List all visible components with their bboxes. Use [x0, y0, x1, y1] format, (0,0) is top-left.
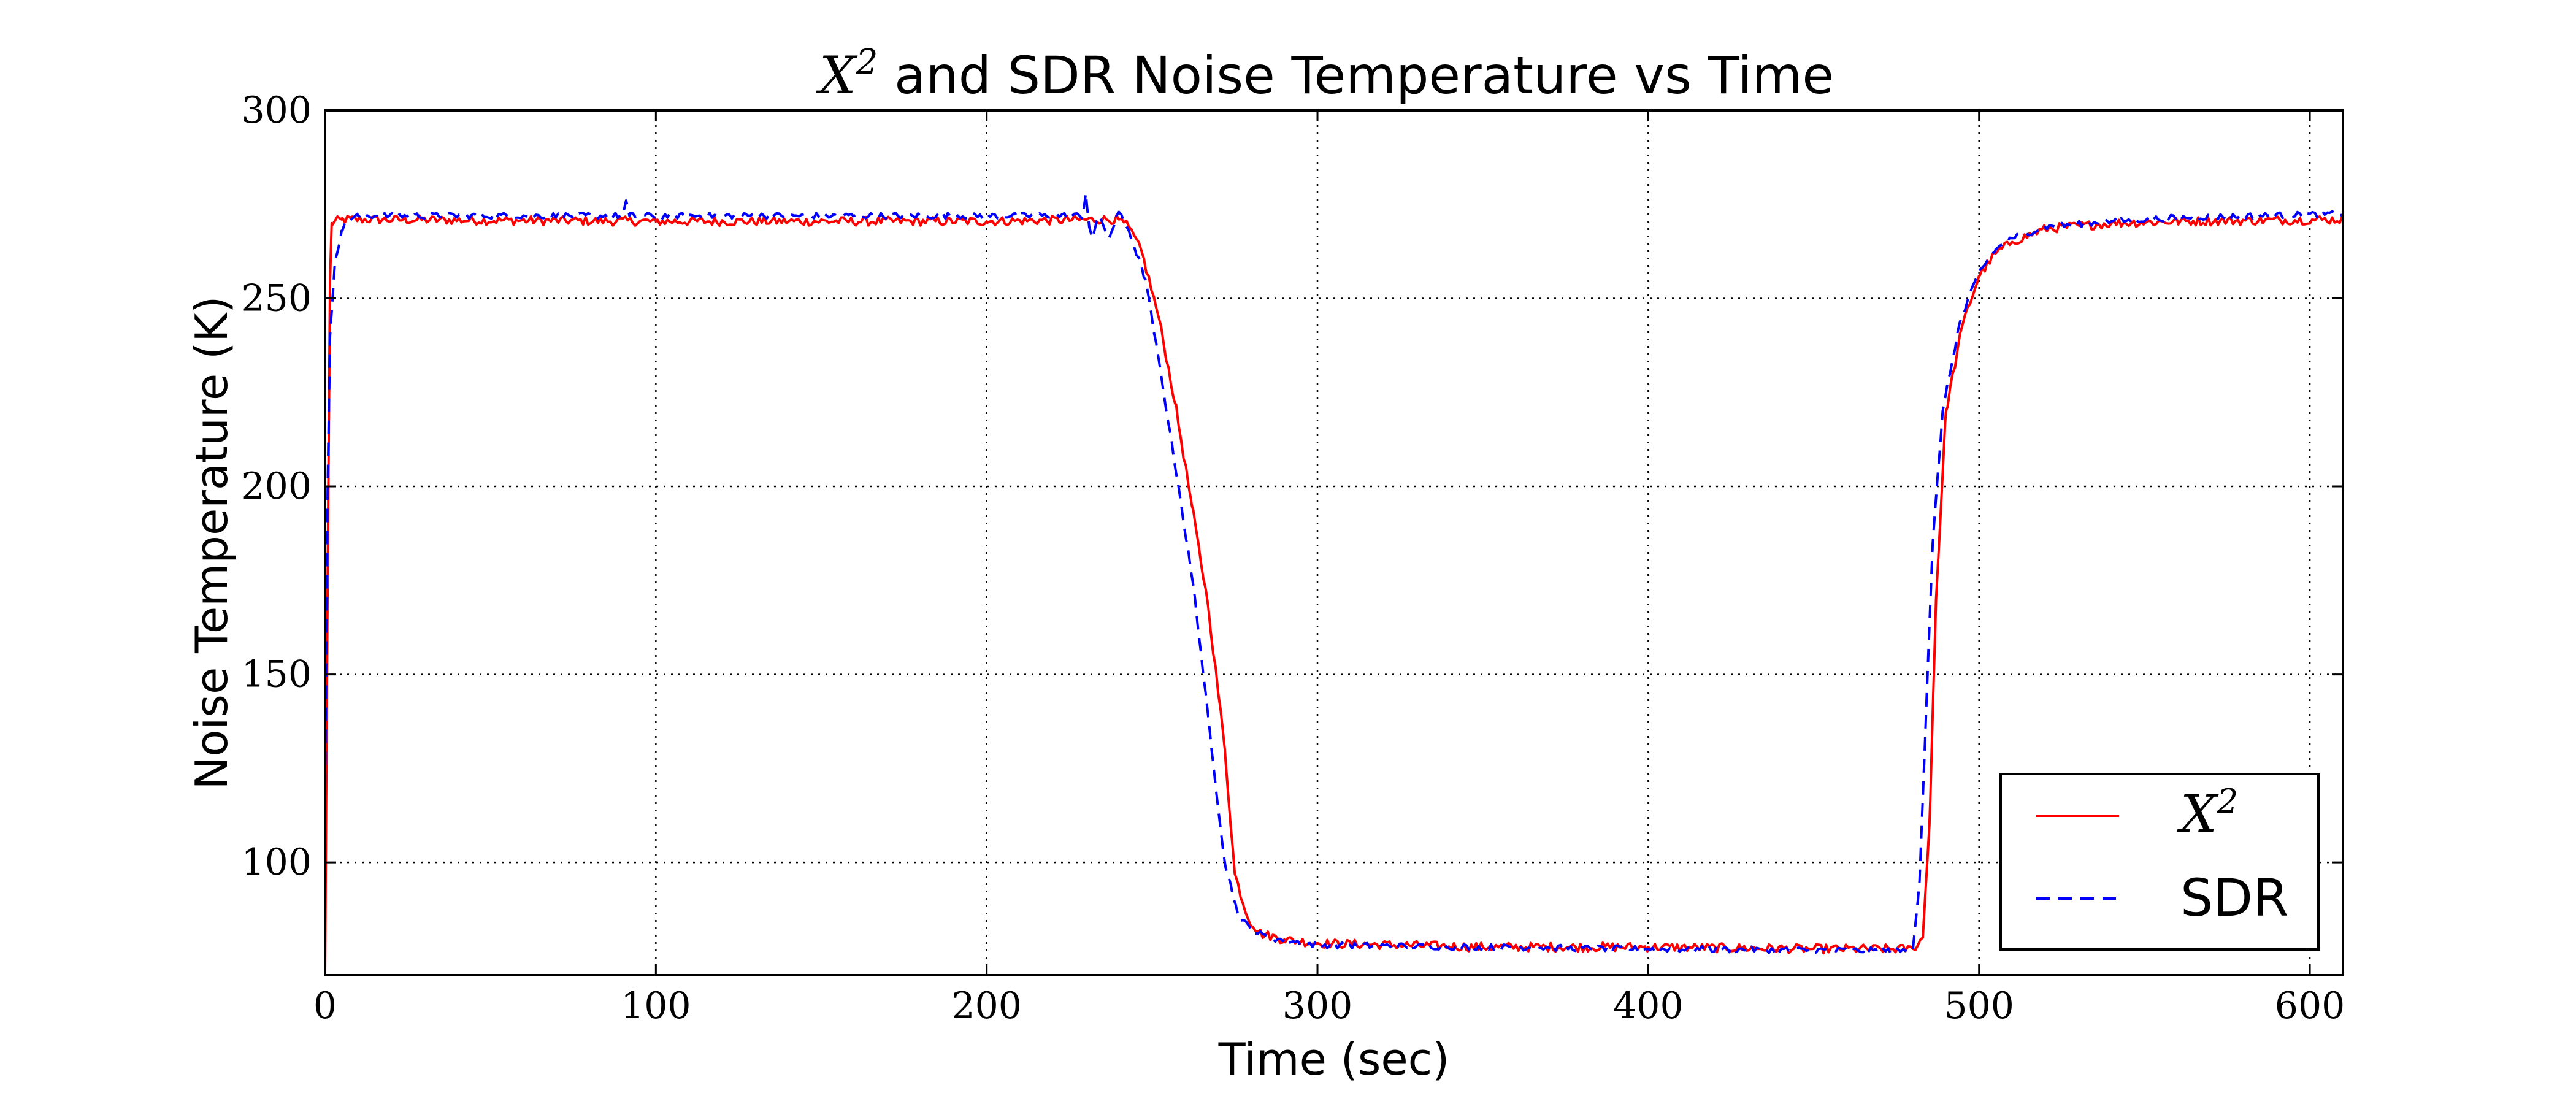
plot-frame [324, 109, 2344, 976]
legend-label-sdr: SDR [2180, 868, 2288, 928]
x-tick-label-0: 0 [313, 984, 337, 1027]
chart-title-text: and SDR Noise Temperature vs Time [878, 45, 1834, 105]
x-tick-label-400: 400 [1613, 984, 1684, 1027]
y-tick-label-150: 150 [241, 653, 312, 696]
legend-box [1999, 773, 2320, 951]
series-line-sdr [324, 191, 2344, 955]
x-axis-label: Time (sec) [1218, 1033, 1450, 1085]
grid-lines [325, 110, 2343, 975]
axis-ticks: 0 100 200 300 400 500 600 100 150 200 250 300 [241, 89, 2345, 1027]
x-tick-label-500: 500 [1944, 984, 2014, 1027]
x-tick-label-200: 200 [951, 984, 1022, 1027]
y-axis-label: Noise Temperature (K) [186, 296, 237, 790]
series-layer [324, 191, 2344, 976]
y-tick-label-250: 250 [241, 277, 312, 320]
legend-label-x2-superscript: 2 [2217, 782, 2238, 821]
legend-label-x2-base: X [2177, 784, 2219, 844]
chart-title: X2 and SDR Noise Temperature vs Time [816, 42, 1834, 106]
y-tick-label-300: 300 [241, 89, 312, 132]
y-tick-label-200: 200 [241, 465, 312, 508]
x-tick-label-600: 600 [2275, 984, 2345, 1027]
y-tick-label-100: 100 [241, 841, 312, 884]
chart-title-superscript: 2 [856, 42, 878, 82]
legend-label-x2: X2 [2177, 782, 2238, 845]
chart-title-math: X [816, 45, 858, 105]
x-tick-label-100: 100 [621, 984, 691, 1027]
series-line-x2 [324, 213, 2344, 976]
x-tick-label-300: 300 [1282, 984, 1353, 1027]
legend: X2 SDR [1999, 773, 2320, 951]
